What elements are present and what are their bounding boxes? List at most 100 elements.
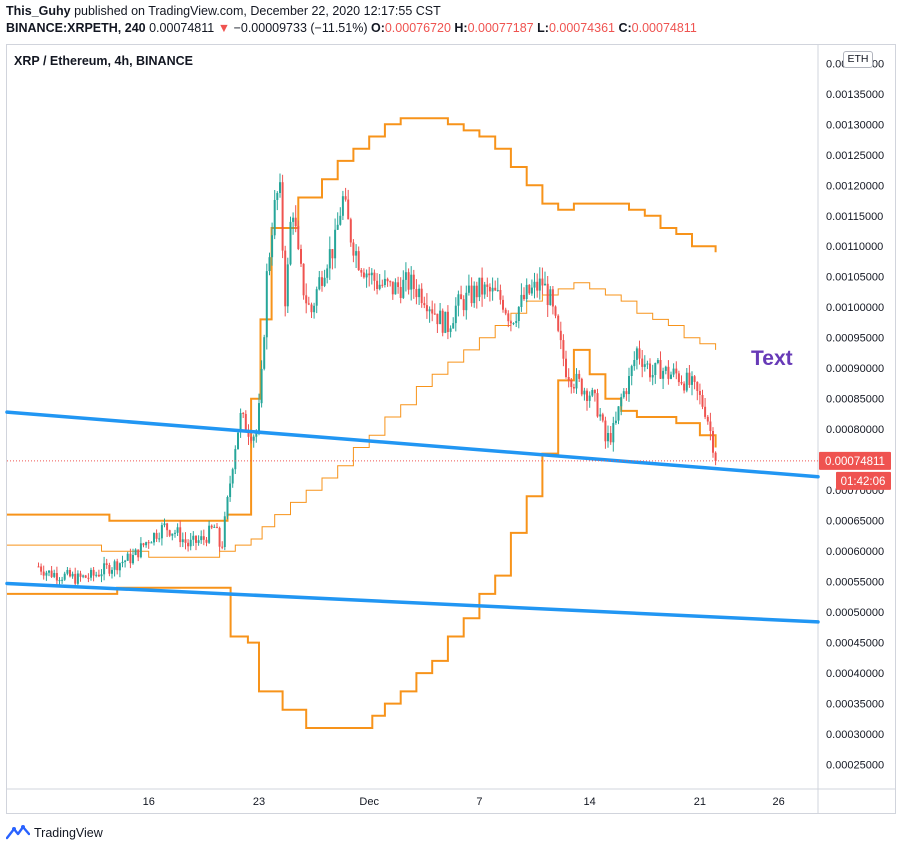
candle-body	[273, 200, 276, 236]
plot-title: XRP / Ethereum, 4h, BINANCE	[14, 54, 193, 68]
y-tick-label: 0.00125000	[826, 150, 884, 162]
candle-body	[202, 536, 205, 540]
y-tick-label: 0.00080000	[826, 424, 884, 436]
candle-body	[439, 310, 442, 325]
candle-body	[488, 286, 491, 292]
candle-body	[213, 526, 216, 528]
upper-trendline[interactable]	[5, 410, 820, 479]
donchian-lower-line	[7, 348, 717, 729]
countdown-label: 01:42:06	[841, 476, 886, 488]
candle-body	[399, 287, 402, 298]
candle-body	[326, 268, 329, 278]
candle-body	[63, 573, 66, 580]
candle-body	[260, 368, 263, 404]
candle-body	[407, 272, 410, 290]
currency-badge[interactable]: ETH	[843, 51, 873, 68]
candle-body	[360, 270, 363, 273]
candle-body	[698, 391, 701, 395]
candle-body	[528, 284, 531, 294]
candle-body	[71, 573, 74, 577]
candle-body	[559, 330, 562, 341]
price-change: −0.00009733 (−11.51%)	[233, 21, 368, 35]
candle-body	[111, 569, 113, 574]
high-label: H:	[454, 21, 468, 35]
candle-body	[294, 217, 297, 227]
candle-body	[628, 376, 630, 395]
candle-body	[334, 229, 337, 259]
down-triangle-icon: ▼	[217, 21, 231, 35]
candle-body	[470, 285, 473, 304]
candle-body	[250, 436, 253, 441]
candle-body	[591, 390, 594, 396]
candle-body	[643, 364, 646, 367]
candle-body	[383, 278, 386, 285]
publish-text: published on TradingView.com, December 2…	[74, 4, 441, 18]
symbol-info: BINANCE:XRPETH, 240 0.00074811 ▼ −0.0000…	[6, 21, 697, 35]
chart-frame	[6, 44, 896, 814]
candle-body	[373, 272, 376, 281]
candle-body	[431, 309, 434, 314]
annotation-text[interactable]: Text	[751, 347, 793, 370]
candle-body	[420, 288, 423, 304]
candle-body	[90, 569, 92, 578]
candle-body	[84, 575, 87, 578]
candle-body	[103, 563, 106, 575]
x-tick-label: 21	[694, 796, 706, 808]
candle-body	[486, 284, 489, 287]
candle-body	[279, 182, 281, 193]
candle-body	[654, 363, 657, 375]
candle-body	[271, 235, 274, 258]
candle-body	[491, 287, 494, 292]
close-value: 0.00074811	[631, 21, 697, 35]
publisher-name[interactable]: This_Guhy	[6, 4, 71, 18]
candle-body	[517, 307, 520, 321]
candle-body	[630, 366, 633, 376]
candle-body	[460, 294, 463, 300]
candle-body	[612, 423, 615, 443]
low-value: 0.00074361	[548, 21, 615, 35]
candle-body	[53, 573, 56, 577]
candle-body	[457, 294, 460, 306]
candle-body	[310, 304, 313, 313]
candle-body	[680, 382, 683, 384]
candle-body	[580, 378, 583, 395]
candle-body	[620, 397, 623, 407]
candle-body	[302, 263, 305, 296]
candle-body	[362, 272, 365, 278]
candle-body	[567, 377, 570, 381]
publish-info: This_Guhy published on TradingView.com, …	[6, 4, 441, 18]
candle-body	[268, 257, 271, 271]
candle-body	[189, 539, 192, 547]
candle-body	[467, 285, 470, 293]
candle-body	[449, 328, 452, 332]
candle-body	[45, 572, 48, 576]
candle-body	[55, 573, 58, 581]
y-tick-label: 0.00130000	[826, 119, 884, 131]
lower-trendline[interactable]	[5, 581, 820, 624]
candle-body	[404, 272, 407, 280]
candle-body	[515, 321, 518, 323]
y-tick-label: 0.00030000	[826, 729, 884, 741]
candle-body	[153, 533, 155, 543]
candle-body	[410, 274, 413, 290]
x-tick-label: 14	[584, 796, 596, 808]
candle-body	[357, 251, 360, 270]
candle-body	[145, 542, 148, 546]
candle-body	[683, 383, 686, 391]
candle-body	[137, 549, 140, 558]
candle-body	[121, 561, 124, 564]
candle-body	[195, 535, 197, 543]
candle-body	[659, 360, 662, 379]
candle-body	[223, 516, 226, 547]
footer-brand[interactable]: TradingView	[5, 824, 103, 843]
candle-body	[418, 288, 421, 298]
candle-body	[139, 543, 142, 558]
candle-body	[365, 273, 368, 278]
candle-body	[352, 242, 355, 256]
candle-body	[126, 553, 129, 561]
candle-body	[562, 340, 565, 359]
candle-body	[641, 358, 644, 367]
candle-body	[378, 284, 381, 289]
candle-body	[551, 289, 554, 307]
